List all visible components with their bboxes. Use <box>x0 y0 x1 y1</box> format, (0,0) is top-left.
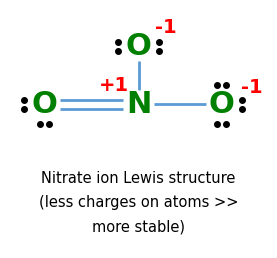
Circle shape <box>207 91 236 118</box>
Text: -1: -1 <box>241 78 263 97</box>
Text: (less charges on atoms >>: (less charges on atoms >> <box>39 195 238 210</box>
Text: more stable): more stable) <box>92 220 185 235</box>
Text: Nitrate ion Lewis structure: Nitrate ion Lewis structure <box>41 171 236 186</box>
Text: -1: -1 <box>155 18 177 37</box>
Text: O: O <box>31 90 57 119</box>
Text: +1: +1 <box>99 76 129 95</box>
Text: O: O <box>209 90 235 119</box>
Circle shape <box>124 33 153 60</box>
Circle shape <box>30 91 58 118</box>
Text: O: O <box>125 32 152 61</box>
Text: N: N <box>126 90 151 119</box>
Circle shape <box>124 91 153 118</box>
